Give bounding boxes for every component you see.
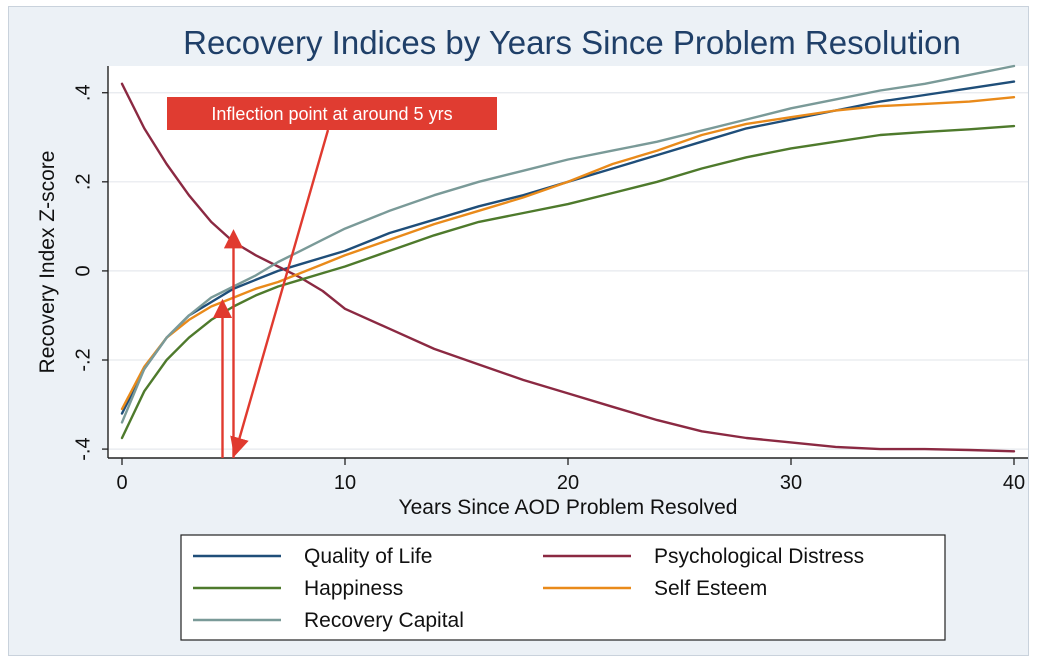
chart-title: Recovery Indices by Years Since Problem …: [183, 24, 961, 61]
x-tick-label: 0: [116, 472, 127, 494]
tick-labels: -.4 -.2 0 .2 .4 0 10 20 30 40: [72, 84, 1025, 494]
series-lines: [120, 64, 1016, 453]
y-axis-title: Recovery Index Z-score: [36, 151, 59, 374]
annotation-text: Inflection point at around 5 yrs: [211, 104, 452, 124]
legend-label-happiness: Happiness: [304, 577, 403, 600]
y-tick-label: 0: [72, 265, 94, 276]
x-tick-label: 40: [1003, 472, 1025, 494]
y-tick-label: -.2: [72, 348, 94, 371]
legend-label-quality-of-life: Quality of Life: [304, 545, 432, 568]
axes: [102, 66, 1028, 465]
annotation: Inflection point at around 5 yrs: [167, 97, 497, 458]
x-tick-label: 10: [334, 472, 356, 494]
x-tick-label: 20: [557, 472, 579, 494]
legend-label-recovery-capital: Recovery Capital: [304, 609, 464, 632]
annotation-arrow-down: [230, 129, 330, 457]
y-tick-label: .2: [72, 173, 94, 190]
series-line-psychological-distress: [120, 82, 1016, 453]
annotation-box: [167, 97, 497, 130]
legend-label-self-esteem: Self Esteem: [654, 577, 767, 600]
y-tick-label: .4: [72, 84, 94, 101]
x-axis-title: Years Since AOD Problem Resolved: [399, 496, 738, 519]
legend-label-psychological-distress: Psychological Distress: [654, 545, 864, 568]
legend: Quality of Life Psychological Distress Hap…: [180, 534, 946, 641]
y-tick-label: -.4: [72, 437, 94, 460]
series-line-recovery-capital: [120, 64, 1016, 424]
x-tick-label: 30: [780, 472, 802, 494]
